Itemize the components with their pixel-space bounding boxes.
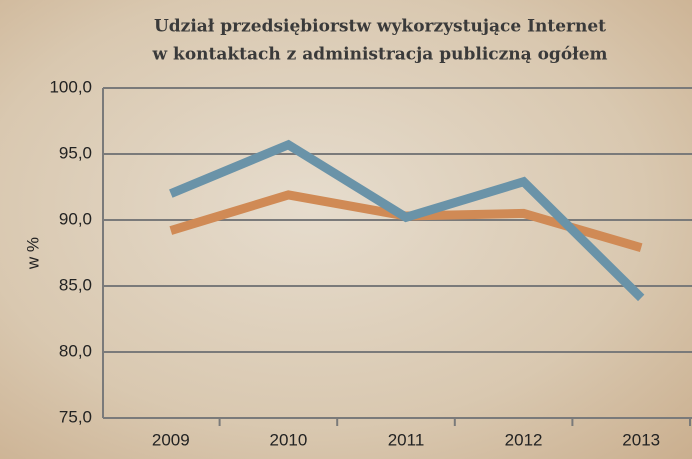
- y-tick-label: 80,0: [59, 341, 92, 360]
- x-tick-label: 2011: [388, 430, 425, 449]
- y-tick-label: 100,0: [49, 77, 92, 96]
- chart: Udział przedsiębiorstw wykorzystujące In…: [0, 0, 692, 459]
- y-tick-label: 95,0: [59, 143, 92, 162]
- chart-title: Udział przedsiębiorstw wykorzystujące In…: [154, 17, 606, 37]
- y-axis-label: w %: [23, 237, 42, 270]
- chart-title: w kontaktach z administracja publiczną o…: [152, 45, 608, 65]
- y-tick-label: 75,0: [59, 407, 92, 426]
- y-tick-label: 85,0: [59, 275, 92, 294]
- x-tick-label: 2009: [152, 430, 190, 449]
- y-tick-label: 90,0: [59, 209, 92, 228]
- x-tick-label: 2012: [505, 430, 543, 449]
- x-tick-label: 2010: [269, 430, 307, 449]
- x-tick-label: 2013: [622, 430, 660, 449]
